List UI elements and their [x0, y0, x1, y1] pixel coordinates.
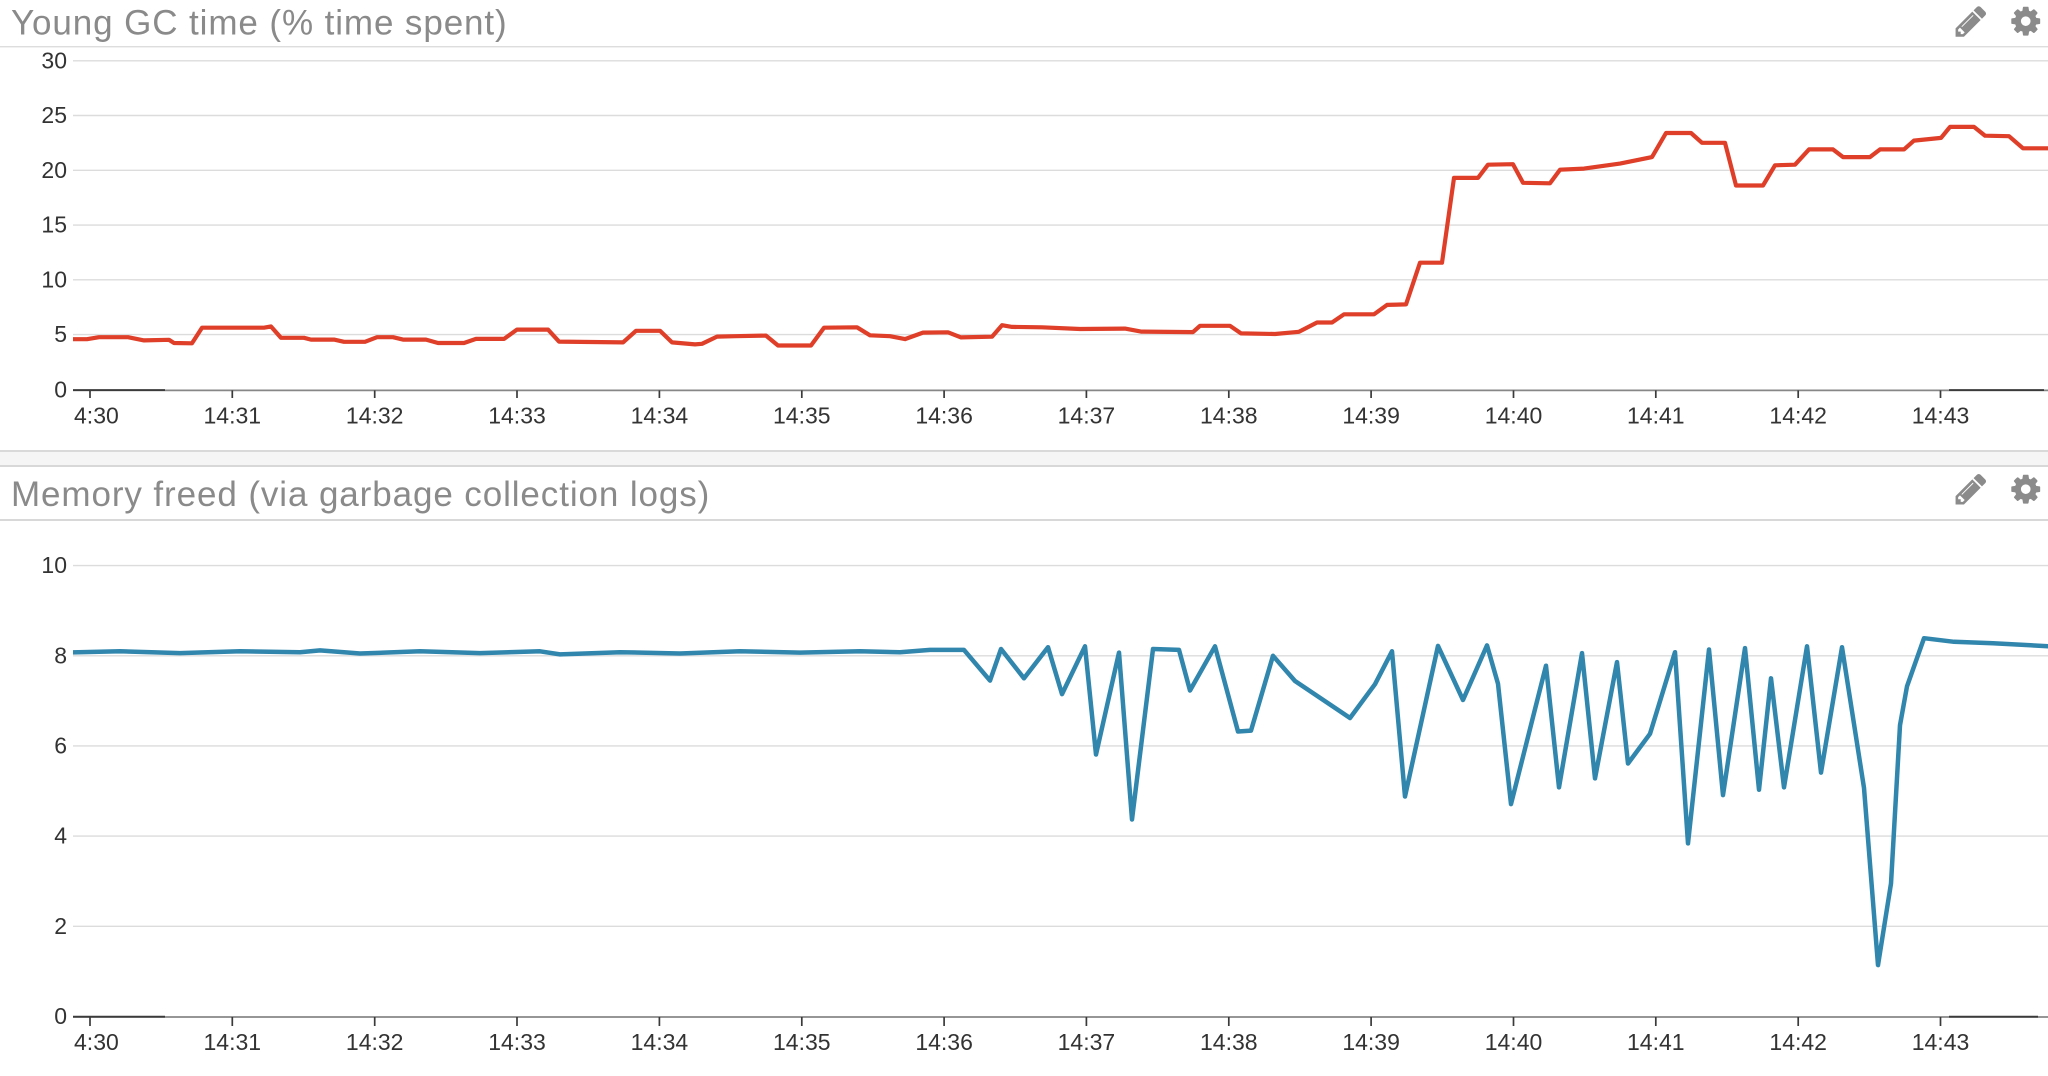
svg-text:14:41: 14:41 — [1627, 403, 1685, 429]
svg-text:14:31: 14:31 — [204, 403, 262, 429]
svg-text:14:37: 14:37 — [1058, 403, 1116, 429]
svg-text:14:40: 14:40 — [1485, 1029, 1543, 1055]
svg-text:14:41: 14:41 — [1627, 1029, 1685, 1055]
svg-text:6: 6 — [54, 732, 67, 758]
svg-text:14:36: 14:36 — [915, 403, 973, 429]
svg-text:25: 25 — [41, 102, 67, 128]
svg-text:14:32: 14:32 — [346, 1029, 404, 1055]
svg-text:14:35: 14:35 — [773, 1029, 831, 1055]
svg-text:14:43: 14:43 — [1912, 403, 1970, 429]
svg-text:14:36: 14:36 — [915, 1029, 973, 1055]
svg-text:Memory freed (via garbage coll: Memory freed (via garbage collection log… — [11, 475, 710, 514]
svg-text:14:34: 14:34 — [631, 1029, 689, 1055]
svg-text:14:35: 14:35 — [773, 403, 831, 429]
svg-text:14:42: 14:42 — [1769, 403, 1827, 429]
svg-text:10: 10 — [41, 266, 67, 292]
svg-text:14:30: 14:30 — [61, 403, 119, 429]
svg-text:Young GC time (% time spent): Young GC time (% time spent) — [11, 4, 508, 43]
svg-text:0: 0 — [54, 377, 67, 403]
svg-text:14:34: 14:34 — [631, 403, 689, 429]
svg-text:4: 4 — [54, 823, 67, 849]
svg-text:14:30: 14:30 — [61, 1029, 119, 1055]
svg-text:14:43: 14:43 — [1912, 1029, 1970, 1055]
svg-text:14:31: 14:31 — [204, 1029, 262, 1055]
svg-text:5: 5 — [54, 321, 67, 347]
svg-text:14:33: 14:33 — [488, 1029, 546, 1055]
svg-text:2: 2 — [54, 913, 67, 939]
svg-text:14:39: 14:39 — [1342, 1029, 1400, 1055]
svg-text:30: 30 — [41, 47, 67, 73]
svg-text:10: 10 — [41, 552, 67, 578]
svg-text:15: 15 — [41, 212, 67, 238]
svg-text:14:38: 14:38 — [1200, 403, 1258, 429]
svg-text:8: 8 — [54, 642, 67, 668]
svg-text:14:37: 14:37 — [1058, 1029, 1116, 1055]
svg-text:20: 20 — [41, 157, 67, 183]
svg-text:14:40: 14:40 — [1485, 403, 1543, 429]
svg-text:14:33: 14:33 — [488, 403, 546, 429]
svg-text:14:39: 14:39 — [1342, 403, 1400, 429]
svg-text:0: 0 — [54, 1003, 67, 1029]
svg-text:14:38: 14:38 — [1200, 1029, 1258, 1055]
svg-text:14:32: 14:32 — [346, 403, 404, 429]
svg-text:14:42: 14:42 — [1769, 1029, 1827, 1055]
